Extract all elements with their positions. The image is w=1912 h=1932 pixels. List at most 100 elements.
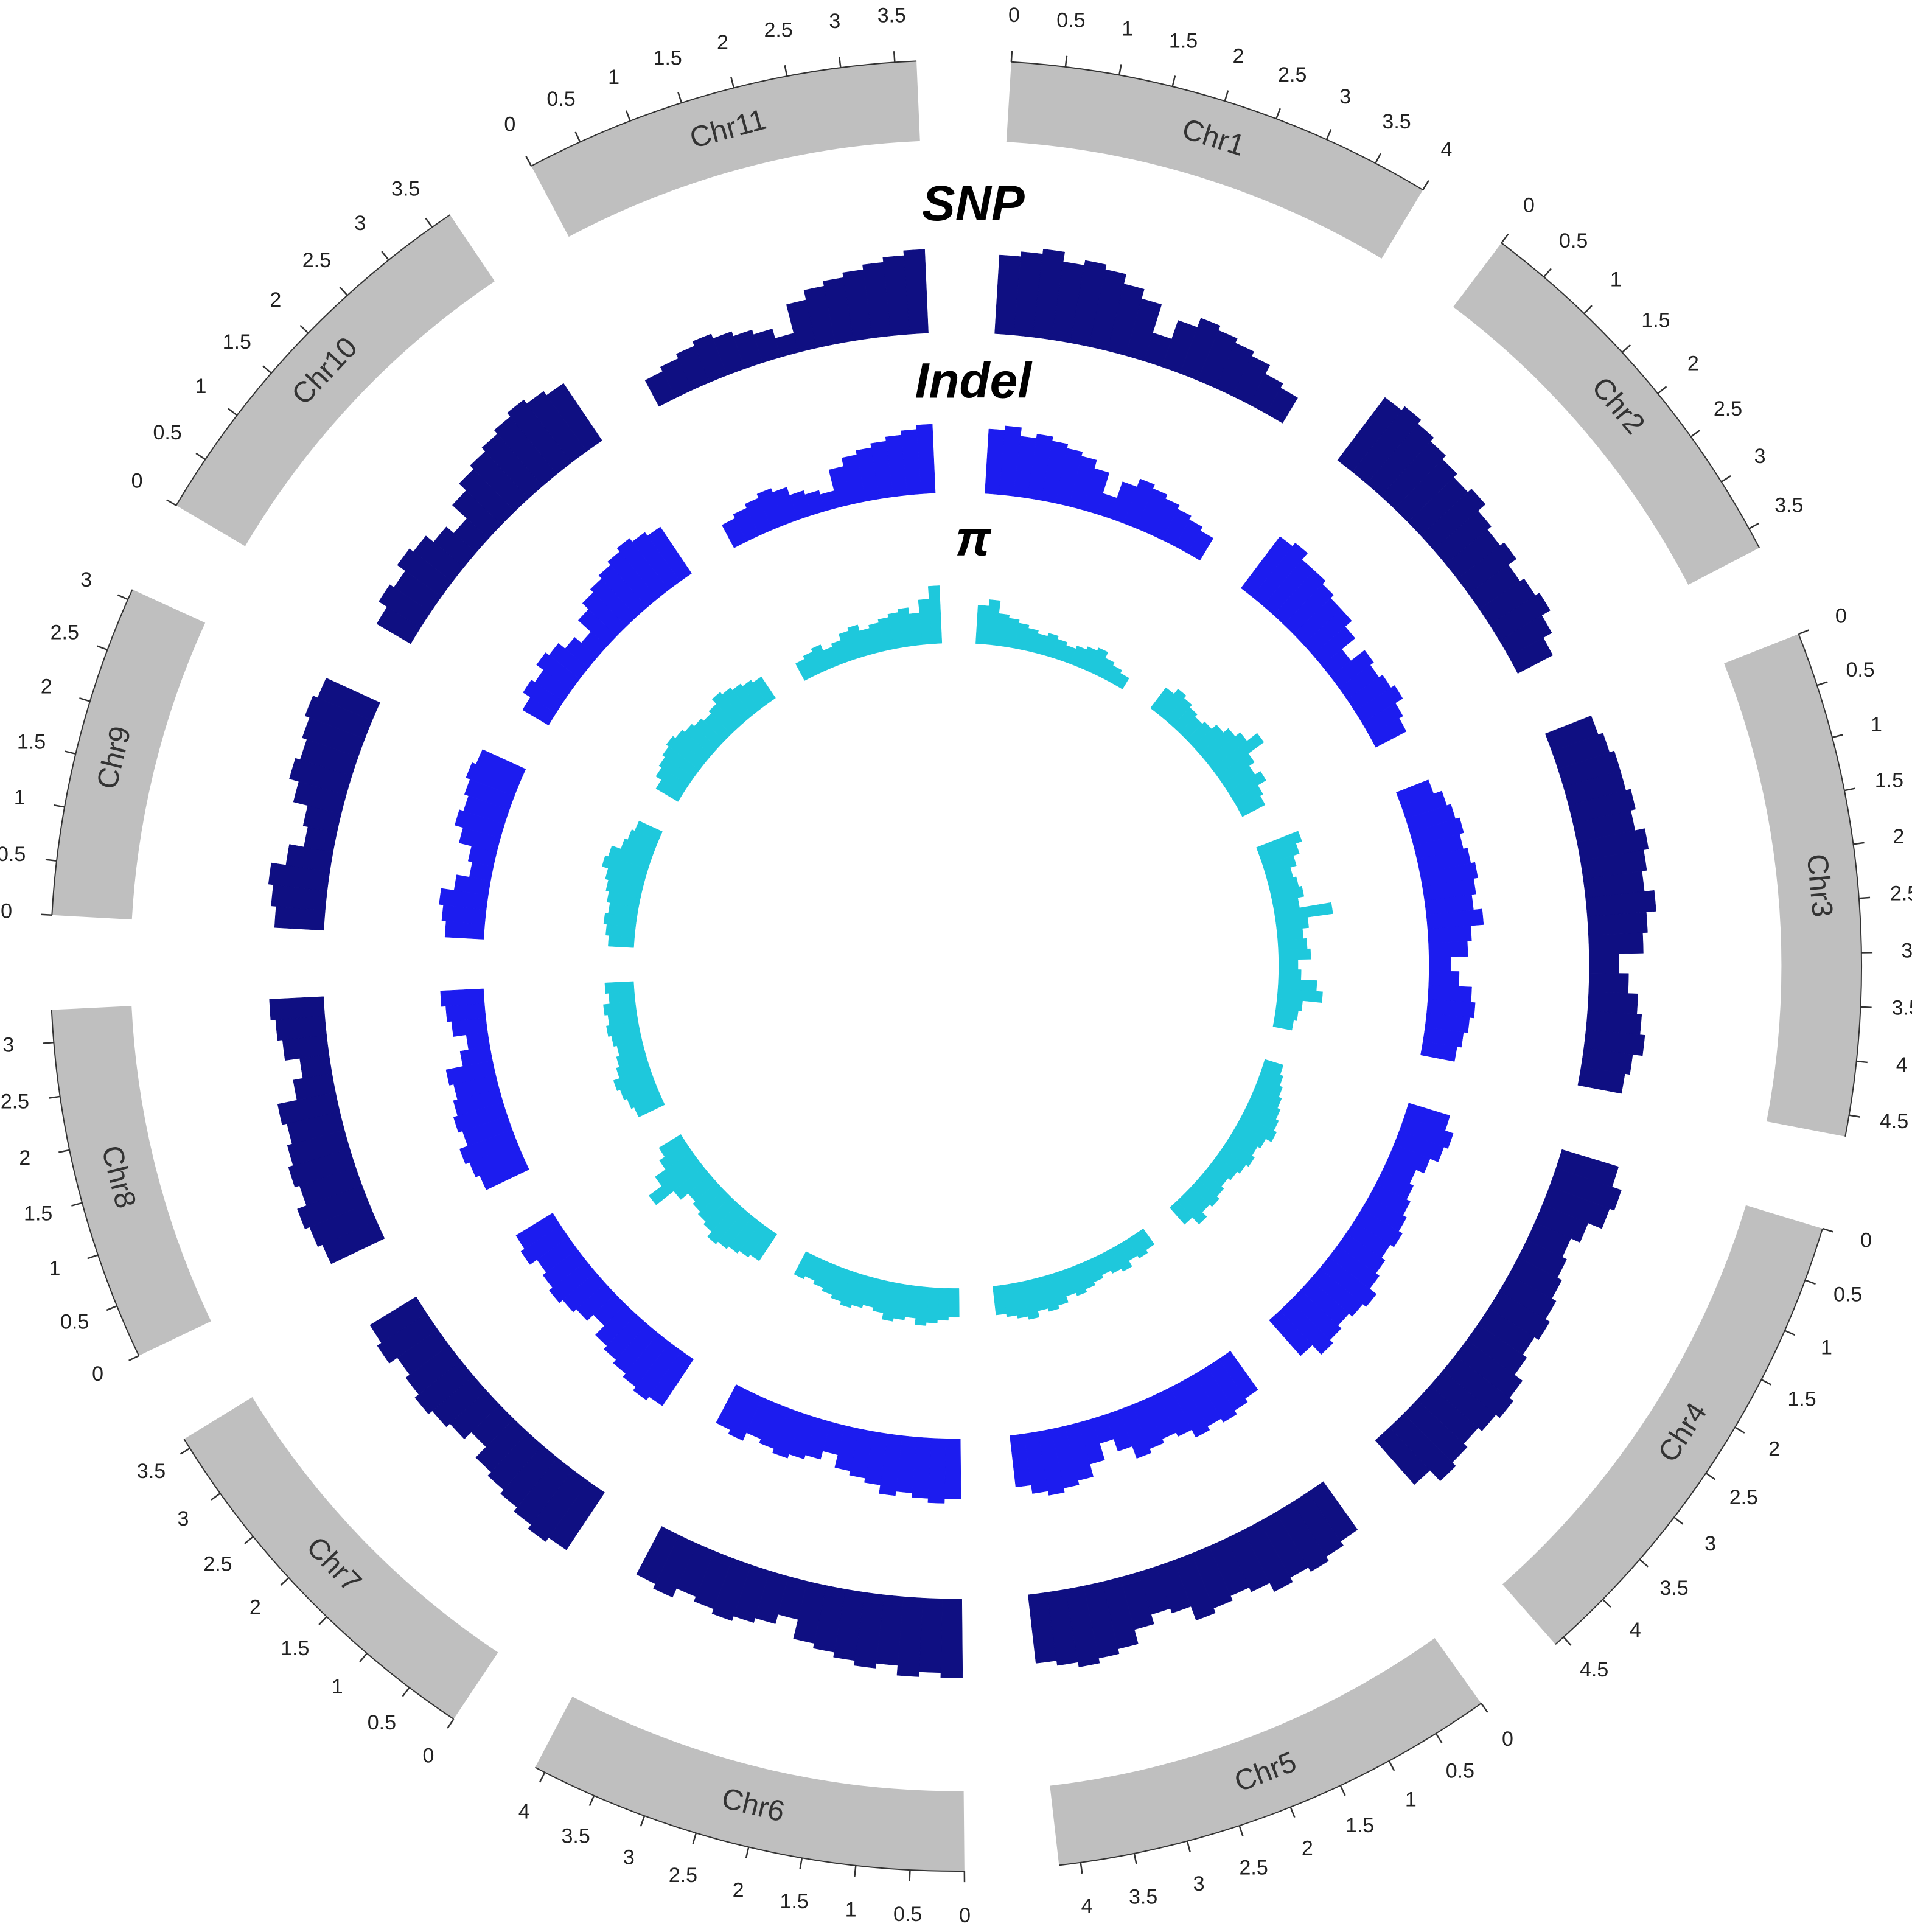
histogram-bar <box>1420 489 1486 550</box>
histogram-bar <box>633 1342 682 1401</box>
histogram-bar <box>1303 609 1352 655</box>
histogram-bar <box>1011 1282 1028 1319</box>
histogram-bar <box>1114 672 1129 689</box>
tick-axis <box>1798 633 1863 1137</box>
tick-mark <box>402 1687 410 1697</box>
tick-label: 1.5 <box>780 1890 808 1913</box>
chromosome-band <box>52 589 206 920</box>
tick-label: 3 <box>1754 445 1766 468</box>
histogram-bar <box>1027 434 1053 501</box>
histogram-bar <box>804 490 825 516</box>
histogram-bar <box>1534 1204 1589 1243</box>
histogram-bar <box>500 1445 558 1508</box>
histogram-bar <box>1232 1123 1266 1149</box>
tick-axis <box>1059 1703 1482 1866</box>
histogram-bar <box>1542 1186 1610 1229</box>
tick-label: 2 <box>19 1146 30 1170</box>
histogram-bar <box>1069 456 1097 511</box>
tick-label: 3.5 <box>1659 1577 1688 1600</box>
histogram-bar <box>297 1185 369 1229</box>
tick-label: 2 <box>1233 45 1244 68</box>
histogram-bar <box>1227 771 1266 801</box>
histogram-bar <box>753 329 781 363</box>
histogram-bar <box>1369 717 1407 748</box>
tick-mark <box>447 1718 455 1729</box>
histogram-bar <box>831 1268 852 1302</box>
histogram-bar <box>1083 468 1110 514</box>
tick-mark <box>45 859 57 862</box>
tick-mark <box>1705 1472 1716 1480</box>
histogram-bar <box>1278 948 1311 960</box>
tick-label: 3 <box>354 212 366 235</box>
tick-mark <box>625 110 631 122</box>
histogram-bar <box>1262 855 1297 875</box>
histogram-bar <box>440 988 485 1007</box>
track-title: π <box>955 511 992 566</box>
tick-mark <box>359 1653 368 1662</box>
histogram-bar <box>675 730 712 763</box>
tick-mark <box>1388 1760 1395 1771</box>
histogram-bar <box>288 1148 356 1188</box>
histogram-bar <box>616 1049 647 1068</box>
histogram-bar <box>595 1303 637 1347</box>
histogram-bar <box>916 424 936 494</box>
histogram-bar <box>1187 530 1214 561</box>
histogram-bar <box>616 538 669 599</box>
histogram-bar <box>1429 1370 1496 1432</box>
histogram-bar <box>1123 478 1155 529</box>
tick-mark <box>299 324 309 334</box>
tick-mark <box>1224 90 1229 102</box>
tick-mark <box>128 1355 139 1361</box>
tick-mark <box>49 1095 60 1099</box>
histogram-bar <box>1388 1143 1431 1174</box>
tick-mark <box>1621 344 1631 354</box>
histogram-bar <box>277 1092 340 1125</box>
histogram-bar <box>1549 1168 1622 1211</box>
tick-label: 0.5 <box>1833 1283 1862 1306</box>
histogram-bar <box>455 809 505 839</box>
tick-label: 1 <box>1610 268 1622 291</box>
histogram-bar <box>1149 498 1180 540</box>
tick-label: 0 <box>1 900 12 923</box>
histogram-bar <box>993 1285 1007 1316</box>
histogram-bar <box>1273 570 1326 625</box>
histogram-bar <box>1422 878 1476 901</box>
histogram-bar <box>1488 1291 1551 1341</box>
tick-label: 2.5 <box>1729 1486 1758 1509</box>
histogram-bar <box>1354 685 1403 724</box>
tick-label: 0.5 <box>368 1711 396 1734</box>
histogram-bar <box>1399 1117 1454 1149</box>
histogram-bar <box>632 532 680 590</box>
tick-mark <box>1422 180 1429 190</box>
tick-label: 2.5 <box>203 1552 232 1575</box>
histogram-bar <box>515 1213 561 1249</box>
histogram-bar <box>944 1438 961 1499</box>
tick-mark <box>117 594 128 601</box>
histogram-bar <box>1428 941 1468 958</box>
histogram-bar <box>1275 998 1303 1011</box>
tick-mark <box>211 1493 221 1501</box>
histogram-bar <box>919 1597 943 1673</box>
histogram-bar <box>1274 1007 1299 1021</box>
tick-label: 4 <box>1081 1895 1093 1918</box>
histogram-bar <box>1170 1380 1210 1438</box>
tick-label: 1 <box>332 1675 343 1698</box>
histogram-bar <box>1169 1201 1193 1225</box>
tick-mark <box>1238 1825 1244 1836</box>
tick-mark <box>588 1795 595 1807</box>
histogram-bar <box>649 1159 704 1205</box>
tick-label: 1 <box>608 66 619 89</box>
histogram-bar <box>604 1314 647 1361</box>
histogram-bar <box>1065 1585 1100 1667</box>
tick-label: 3.5 <box>137 1460 166 1483</box>
histogram-bar <box>847 624 867 659</box>
histogram-bar <box>911 1437 932 1499</box>
track-title: SNP <box>922 176 1025 231</box>
tick-label: 4 <box>518 1800 530 1823</box>
chromosome-band <box>176 215 495 546</box>
histogram-bar <box>613 1068 654 1091</box>
tick-mark <box>71 1202 83 1207</box>
histogram-bar <box>716 1384 750 1431</box>
tick-mark <box>166 499 177 506</box>
